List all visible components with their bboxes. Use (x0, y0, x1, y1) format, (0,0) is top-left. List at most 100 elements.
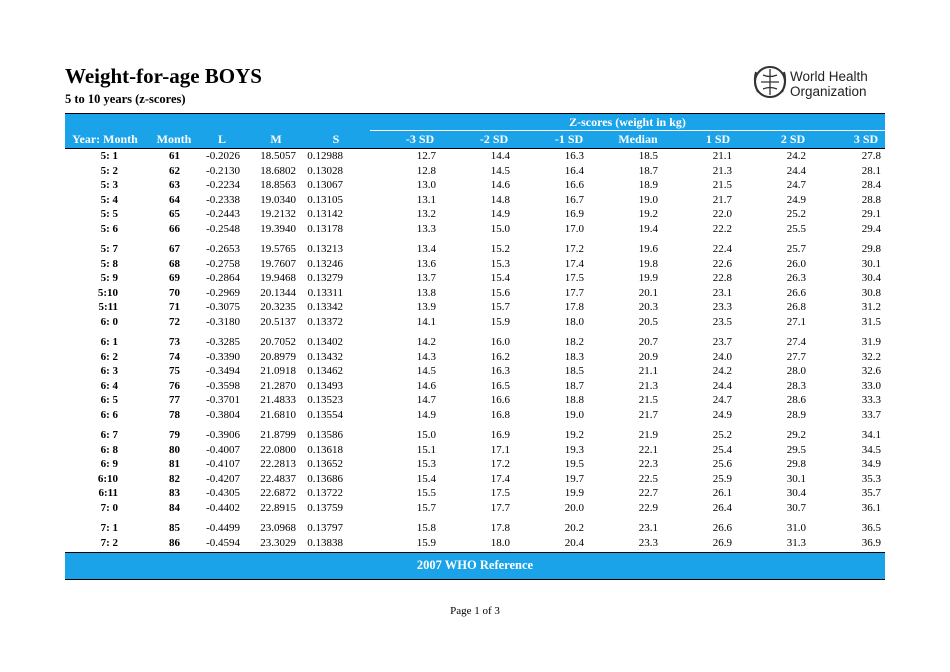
cell: 28.9 (786, 408, 806, 421)
cell: 21.1 (712, 150, 732, 162)
cell: 23.7 (712, 336, 732, 348)
cell: 80 (169, 443, 180, 456)
cell: 20.7 (638, 336, 658, 348)
page-number: Page 1 of 3 (450, 605, 500, 617)
cell: 29.8 (861, 243, 881, 255)
cell: 19.0 (564, 408, 584, 421)
column-header: -1 SD (554, 132, 584, 146)
cell: 29.2 (786, 429, 806, 441)
cell: 33.3 (861, 394, 881, 406)
cell: 84 (169, 501, 180, 514)
cell: 24.9 (786, 193, 806, 206)
cell: 22.6872 (260, 487, 296, 499)
cell: 22.9 (638, 501, 658, 514)
cell: 30.8 (861, 286, 881, 299)
cell: 22.3 (638, 458, 658, 470)
cell: 16.7 (564, 193, 584, 206)
cell: 5: 5 (100, 208, 118, 220)
cell: 22.4 (712, 243, 732, 255)
cell: 32.2 (861, 350, 881, 363)
cell: 23.3 (638, 536, 658, 549)
logo-text: World Health (790, 69, 868, 84)
cell: 0.13618 (307, 443, 343, 456)
cell: -0.2653 (206, 243, 240, 255)
cell: -0.3804 (206, 408, 240, 421)
cell: 78 (169, 408, 180, 421)
cell: 25.2 (786, 208, 806, 220)
cell: 26.4 (712, 501, 732, 514)
cell: 13.4 (416, 243, 436, 255)
cell: 22.7 (638, 487, 658, 499)
cell: 13.9 (416, 301, 436, 313)
cell: 18.5 (638, 150, 658, 162)
cell: 22.4837 (260, 472, 296, 485)
column-header: Year: Month (72, 132, 138, 146)
cell: 0.13213 (307, 243, 343, 255)
cell: 14.7 (416, 394, 436, 406)
cell: 76 (169, 379, 180, 392)
cell: 19.0 (638, 193, 658, 206)
cell: 83 (169, 487, 180, 499)
cell: -0.3390 (206, 350, 240, 363)
cell: -0.4594 (206, 536, 240, 549)
cell: 14.8 (490, 193, 510, 206)
cell: 16.3 (564, 150, 584, 162)
cell: 19.3940 (260, 222, 296, 235)
cell: 17.4 (564, 257, 584, 270)
cell: 63 (169, 179, 180, 191)
cell: 20.3235 (260, 301, 296, 313)
cell: 22.6 (712, 257, 732, 270)
cell: 16.9 (564, 208, 584, 220)
cell: 16.4 (564, 164, 584, 177)
cell: 6: 8 (100, 443, 118, 456)
cell: 5: 9 (100, 272, 118, 284)
cell: 12.7 (416, 150, 436, 162)
cell: 22.2 (712, 222, 732, 235)
cell: 19.7607 (260, 257, 296, 270)
cell: 0.13311 (307, 286, 343, 299)
cell: 25.7 (786, 243, 806, 255)
cell: 5: 1 (100, 150, 118, 162)
cell: -0.3180 (206, 315, 240, 328)
cell: 21.7 (712, 193, 732, 206)
cell: 20.5 (638, 315, 658, 328)
cell: 20.8979 (260, 350, 296, 363)
cell: 19.5 (564, 458, 584, 470)
cell: 17.0 (564, 222, 584, 235)
cell: 20.1344 (260, 286, 296, 299)
cell: 0.13372 (307, 315, 343, 328)
cell: 0.13722 (307, 487, 343, 499)
cell: 34.9 (861, 458, 881, 470)
cell: 28.1 (861, 164, 881, 177)
cell: 15.3 (416, 458, 436, 470)
cell: 79 (169, 429, 180, 441)
cell: 66 (169, 222, 180, 235)
cell: 81 (169, 458, 180, 470)
cell: 26.0 (786, 257, 806, 270)
cell: 19.9 (638, 272, 658, 284)
cell: 5: 7 (100, 243, 118, 255)
cell: 28.8 (861, 193, 881, 206)
cell: 15.7 (416, 501, 436, 514)
column-header: 2 SD (780, 132, 806, 146)
cell: 5: 4 (100, 193, 118, 206)
cell: -0.3598 (206, 379, 240, 392)
cell: 24.4 (786, 164, 806, 177)
cell: 18.5 (564, 365, 584, 377)
cell: -0.2969 (206, 286, 240, 299)
cell: -0.4207 (206, 472, 240, 485)
cell: 16.3 (490, 365, 510, 377)
cell: 25.2 (712, 429, 732, 441)
cell: 23.5 (712, 315, 732, 328)
cell: 0.13554 (307, 408, 343, 421)
cell: 15.2 (490, 243, 510, 255)
cell: 0.13686 (307, 472, 343, 485)
cell: -0.2548 (206, 222, 240, 235)
cell: 20.1 (638, 286, 658, 299)
cell: 23.0968 (260, 522, 296, 534)
column-header: 1 SD (705, 132, 731, 146)
cell: 30.4 (786, 487, 806, 499)
cell: -0.2338 (206, 193, 240, 206)
cell: 14.3 (416, 350, 436, 363)
cell: 21.9 (638, 429, 658, 441)
